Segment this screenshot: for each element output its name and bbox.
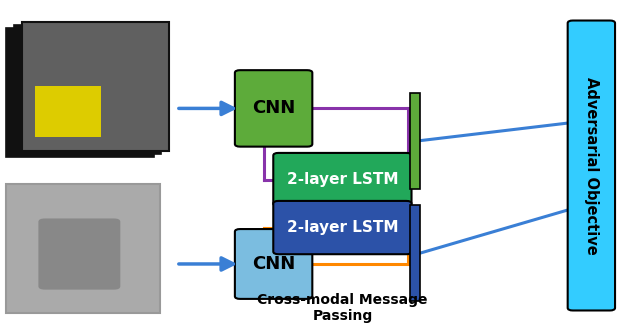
FancyBboxPatch shape [235,70,312,147]
FancyBboxPatch shape [38,218,120,290]
FancyBboxPatch shape [410,205,420,301]
FancyBboxPatch shape [6,184,160,313]
FancyBboxPatch shape [22,22,169,151]
FancyBboxPatch shape [568,21,615,310]
FancyBboxPatch shape [14,25,161,154]
Text: 2-layer LSTM: 2-layer LSTM [287,220,398,235]
FancyBboxPatch shape [22,22,169,151]
FancyBboxPatch shape [273,201,412,254]
FancyBboxPatch shape [410,93,420,189]
FancyBboxPatch shape [6,28,154,157]
Text: Cross-modal Message
Passing: Cross-modal Message Passing [257,293,428,323]
FancyBboxPatch shape [235,229,312,299]
Text: Adversarial Objective: Adversarial Objective [584,76,599,255]
FancyBboxPatch shape [273,153,412,206]
Text: 2-layer LSTM: 2-layer LSTM [287,172,398,187]
Text: CNN: CNN [252,255,295,273]
Text: CNN: CNN [252,99,295,118]
FancyBboxPatch shape [35,86,101,137]
